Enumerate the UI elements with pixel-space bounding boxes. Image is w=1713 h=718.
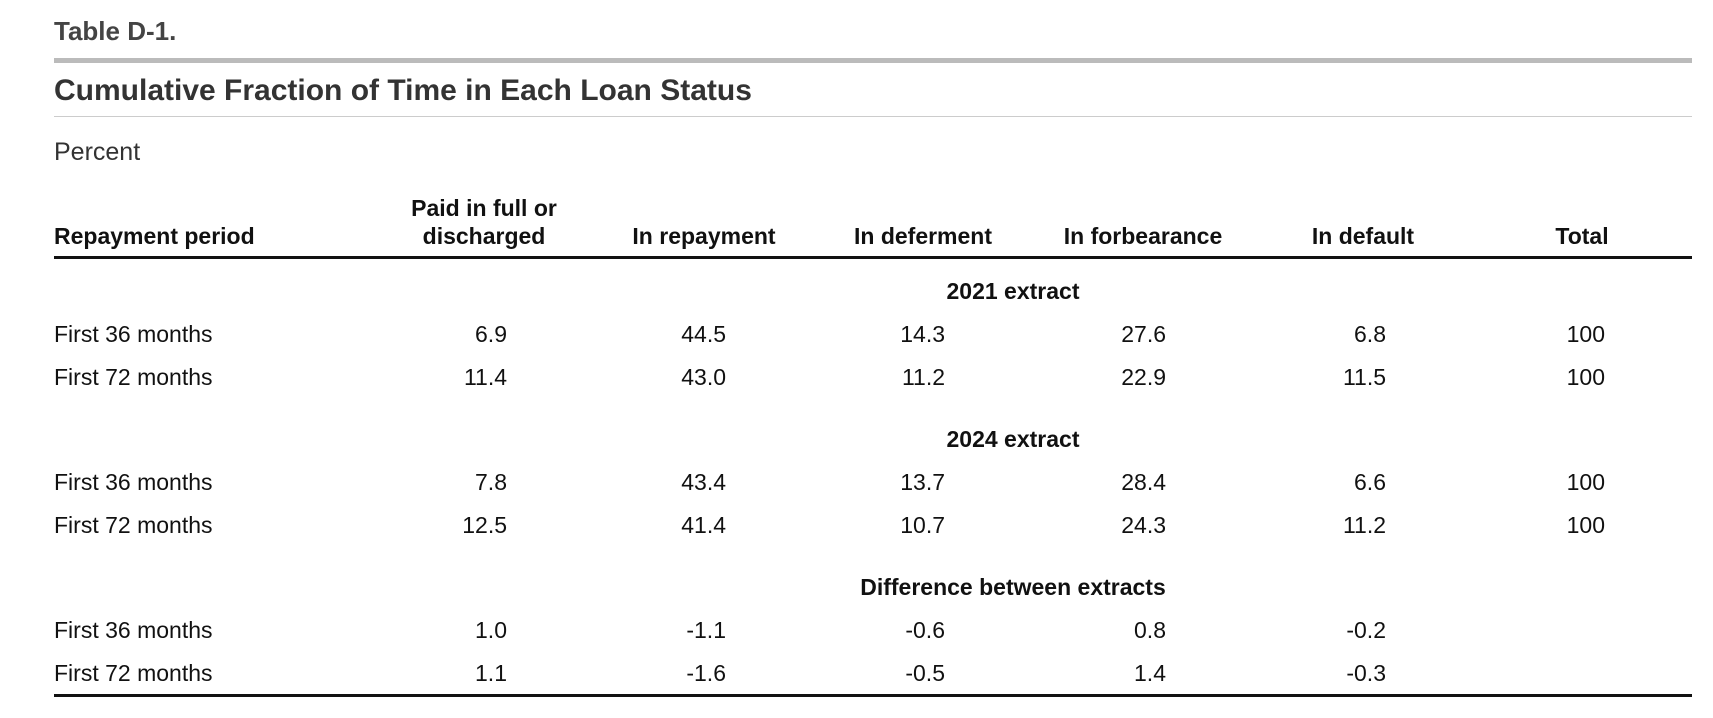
cell-value: 6.9 (475, 321, 507, 347)
cell-value: 24.3 (1121, 512, 1166, 538)
row-label: First 72 months (54, 660, 213, 686)
row-label: First 36 months (54, 321, 213, 347)
cell-value: 0.8 (1134, 617, 1166, 643)
table-title: Cumulative Fraction of Time in Each Loan… (54, 74, 752, 107)
cell-value: 6.6 (1354, 469, 1386, 495)
unit-label: Percent (54, 138, 141, 166)
cell-value: 100 (1566, 321, 1605, 347)
section-label: Difference between extracts (860, 574, 1166, 600)
cell-value: 100 (1566, 512, 1605, 538)
top-rule (54, 58, 1692, 63)
title-rule (54, 116, 1692, 117)
table-label: Table D-1. (54, 16, 177, 46)
cell-value: 11.4 (463, 364, 507, 390)
cell-value: -0.3 (1346, 660, 1386, 686)
cell-value: 43.0 (681, 364, 726, 390)
cell-value: 22.9 (1121, 364, 1166, 390)
column-header: In default (1311, 223, 1415, 249)
cell-value: 13.7 (900, 469, 945, 495)
cell-value: 1.0 (475, 617, 507, 643)
cell-value: -1.6 (686, 660, 726, 686)
section-label: 2024 extract (946, 426, 1080, 452)
cell-value: 1.4 (1134, 660, 1166, 686)
cell-value: 43.4 (681, 469, 726, 495)
cell-value: 11.5 (1342, 364, 1386, 390)
cell-value: 7.8 (475, 469, 507, 495)
column-header: In repayment (632, 223, 776, 249)
column-header: In deferment (853, 223, 993, 249)
cell-value: 10.7 (900, 512, 945, 538)
cell-value: 100 (1566, 469, 1605, 495)
header-rule (54, 256, 1692, 259)
cell-value: 100 (1566, 364, 1605, 390)
row-label: First 72 months (54, 364, 213, 390)
cell-value: -1.1 (686, 617, 726, 643)
cell-value: 44.5 (681, 321, 726, 347)
cell-value: 12.5 (462, 512, 507, 538)
row-label: First 72 months (54, 512, 213, 538)
cell-value: 28.4 (1121, 469, 1166, 495)
row-label: First 36 months (54, 617, 213, 643)
column-header: Repayment period (54, 223, 255, 249)
cell-value: -0.5 (905, 660, 945, 686)
cell-value: 11.2 (901, 364, 945, 390)
cell-value: 27.6 (1121, 321, 1166, 347)
section-label: 2021 extract (946, 278, 1080, 304)
column-header: In forbearance (1063, 223, 1223, 249)
cell-value: 41.4 (681, 512, 726, 538)
cell-value: 11.2 (1342, 512, 1386, 538)
column-header: Paid in full or discharged (411, 195, 557, 249)
bottom-rule (54, 694, 1692, 697)
column-header: Total (1555, 223, 1609, 249)
row-label: First 36 months (54, 469, 213, 495)
cell-value: 14.3 (900, 321, 945, 347)
cell-value: 1.1 (475, 660, 507, 686)
cell-value: -0.2 (1346, 617, 1386, 643)
cell-value: 6.8 (1354, 321, 1386, 347)
cell-value: -0.6 (905, 617, 945, 643)
